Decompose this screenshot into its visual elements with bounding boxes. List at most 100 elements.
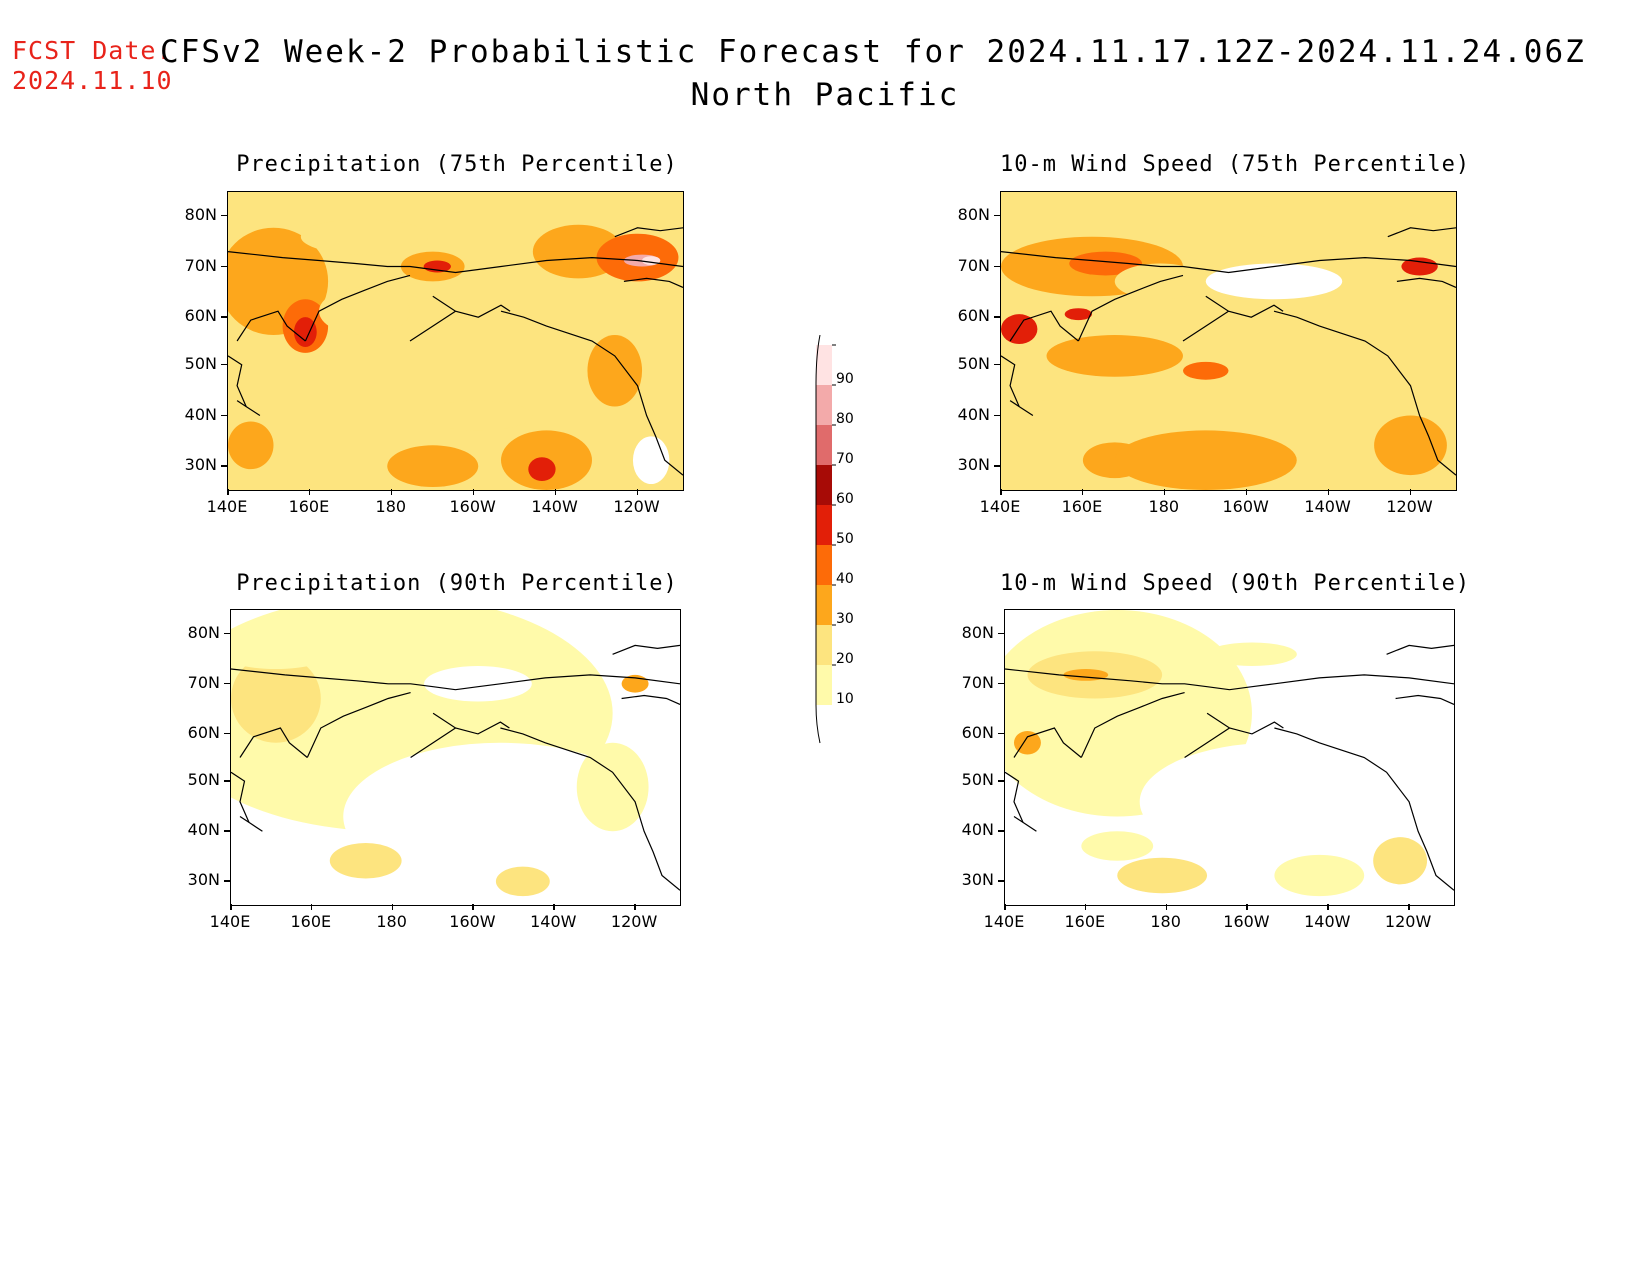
- forecast-contour-area: [528, 457, 556, 482]
- lat-label: 60N: [961, 722, 994, 742]
- forecast-contour-area: [300, 218, 429, 255]
- forecast-date-value: 2024.11.10: [12, 66, 173, 95]
- lat-label: 40N: [957, 404, 990, 424]
- lon-tick: [472, 489, 475, 495]
- coastline: [1274, 727, 1454, 891]
- forecast-contour-area: [1001, 314, 1038, 344]
- coastline: [409, 310, 456, 342]
- lon-tick: [1163, 489, 1166, 495]
- lat-label: 50N: [961, 770, 994, 790]
- lon-tick: [1327, 489, 1330, 495]
- coastline: [236, 400, 261, 417]
- coastline: [621, 694, 680, 705]
- forecast-contour-area: [1114, 430, 1297, 490]
- colorbar-segment: [816, 345, 832, 385]
- coastline: [1205, 295, 1284, 318]
- coastline: [1273, 310, 1456, 476]
- lat-label: 30N: [957, 455, 990, 475]
- lat-tick: [224, 780, 230, 782]
- colorbar-label-30: 30: [836, 611, 854, 627]
- forecast-contour-area: [1064, 308, 1092, 321]
- lon-tick: [1081, 489, 1084, 495]
- coastline: [1396, 277, 1456, 288]
- lat-label: 50N: [187, 770, 220, 790]
- lon-label: 160W: [449, 497, 496, 516]
- forecast-contour-area: [1046, 335, 1183, 377]
- colorbar-label-50: 50: [836, 531, 854, 547]
- panel-title-wind-90: 10-m Wind Speed (90th Percentile): [1000, 571, 1471, 596]
- lat-tick: [994, 316, 1000, 318]
- colorbar-segment: [816, 385, 832, 425]
- colorbar-label-70: 70: [836, 451, 854, 467]
- forecast-contour-area: [1237, 200, 1420, 243]
- lon-label: 180: [1148, 497, 1180, 516]
- lat-tick: [998, 880, 1004, 882]
- coastline: [432, 295, 511, 318]
- colorbar-label-90: 90: [836, 371, 854, 387]
- lon-tick: [308, 489, 311, 495]
- lon-tick: [390, 489, 393, 495]
- forecast-contour-area: [1183, 361, 1229, 380]
- forecast-contour-area: [1013, 730, 1041, 755]
- lat-tick: [221, 265, 227, 267]
- lon-tick: [1246, 904, 1248, 910]
- lat-tick: [224, 732, 230, 735]
- panel-title-precip-75: Precipitation (75th Percentile): [236, 152, 678, 177]
- lon-tick: [230, 904, 232, 910]
- lon-label: 120W: [1386, 497, 1433, 516]
- lat-tick: [994, 265, 1000, 267]
- lat-label: 60N: [187, 722, 220, 742]
- lon-label: 140E: [983, 912, 1025, 931]
- lon-tick: [227, 489, 229, 495]
- forecast-contour-area: [1207, 642, 1297, 667]
- lon-tick: [554, 489, 557, 495]
- colorbar-label-40: 40: [836, 571, 854, 587]
- lat-tick: [994, 414, 1000, 416]
- coastline: [614, 227, 683, 238]
- lon-label: 140W: [1304, 912, 1351, 931]
- forecast-contour-area: [1139, 742, 1410, 861]
- colorbar-segment: [816, 625, 832, 665]
- coastline: [304, 274, 411, 342]
- coastline: [612, 644, 680, 655]
- lat-label: 80N: [957, 204, 990, 224]
- forecast-contour-area: [387, 445, 479, 488]
- lat-tick: [998, 682, 1004, 685]
- colorbar-label-20: 20: [836, 651, 854, 667]
- lat-tick: [994, 363, 1000, 366]
- lat-label: 70N: [957, 255, 990, 275]
- coastline: [1013, 727, 1082, 758]
- forecast-contour-area: [587, 335, 643, 407]
- coastline: [306, 692, 411, 758]
- coastline: [239, 727, 308, 758]
- colorbar-label-10: 10: [836, 691, 854, 707]
- lat-tick: [221, 363, 227, 366]
- coastline: [410, 727, 456, 759]
- colorbar-legend: 90 80 70 60 50 40 30 20 10: [806, 334, 886, 745]
- forecast-contour-area: [1205, 263, 1343, 300]
- coastline: [1009, 400, 1034, 417]
- colorbar-graphic: [815, 334, 836, 744]
- colorbar-label-80: 80: [836, 411, 854, 427]
- figure-subtitle: North Pacific: [690, 77, 960, 113]
- lat-label: 60N: [184, 306, 217, 326]
- lat-label: 80N: [187, 622, 220, 642]
- coastline: [239, 815, 263, 832]
- forecast-contour-area: [423, 400, 533, 431]
- forecast-contour-area: [1117, 857, 1208, 894]
- lon-label: 160E: [288, 497, 330, 516]
- coastline: [1013, 815, 1037, 832]
- colorbar-segment: [816, 465, 832, 505]
- coastline: [1005, 771, 1024, 823]
- lon-label: 140W: [1304, 497, 1351, 516]
- lon-tick: [1165, 904, 1168, 910]
- lat-tick: [221, 414, 227, 416]
- coastline: [1009, 310, 1079, 342]
- lon-label: 180: [376, 912, 407, 931]
- forecast-contour-area: [1274, 854, 1365, 897]
- map-precip-90: [230, 609, 681, 906]
- forecast-contour-area: [319, 287, 410, 336]
- lon-tick: [391, 904, 394, 910]
- map-wind-75: [1000, 191, 1457, 491]
- lon-tick: [553, 904, 555, 910]
